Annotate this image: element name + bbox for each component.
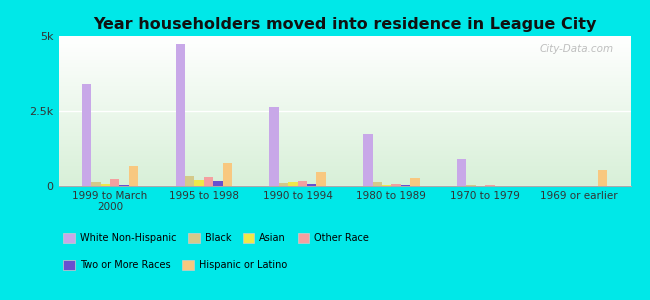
Bar xyxy=(598,170,607,186)
Bar xyxy=(101,184,110,186)
Bar xyxy=(91,182,101,186)
Bar xyxy=(279,183,288,186)
Bar xyxy=(467,185,476,186)
Bar xyxy=(176,44,185,186)
Legend: Two or More Races, Hispanic or Latino: Two or More Races, Hispanic or Latino xyxy=(63,260,287,270)
Bar xyxy=(485,185,495,186)
Bar xyxy=(391,184,401,186)
Bar xyxy=(204,177,213,186)
Bar xyxy=(317,172,326,186)
Bar xyxy=(363,134,372,186)
Bar xyxy=(382,185,391,186)
Bar xyxy=(110,179,120,186)
Bar xyxy=(298,181,307,186)
Bar xyxy=(185,176,194,186)
Bar xyxy=(307,184,317,186)
Bar xyxy=(222,163,232,186)
Bar xyxy=(288,182,298,186)
Bar xyxy=(194,180,204,186)
Bar xyxy=(129,166,138,186)
Bar xyxy=(410,178,419,186)
Bar xyxy=(401,184,410,186)
Bar xyxy=(372,182,382,186)
Bar xyxy=(213,181,222,186)
Text: City-Data.com: City-Data.com xyxy=(540,44,614,53)
Bar xyxy=(120,184,129,186)
Bar xyxy=(82,84,91,186)
Bar xyxy=(270,106,279,186)
Bar xyxy=(457,159,467,186)
Title: Year householders moved into residence in League City: Year householders moved into residence i… xyxy=(93,17,596,32)
